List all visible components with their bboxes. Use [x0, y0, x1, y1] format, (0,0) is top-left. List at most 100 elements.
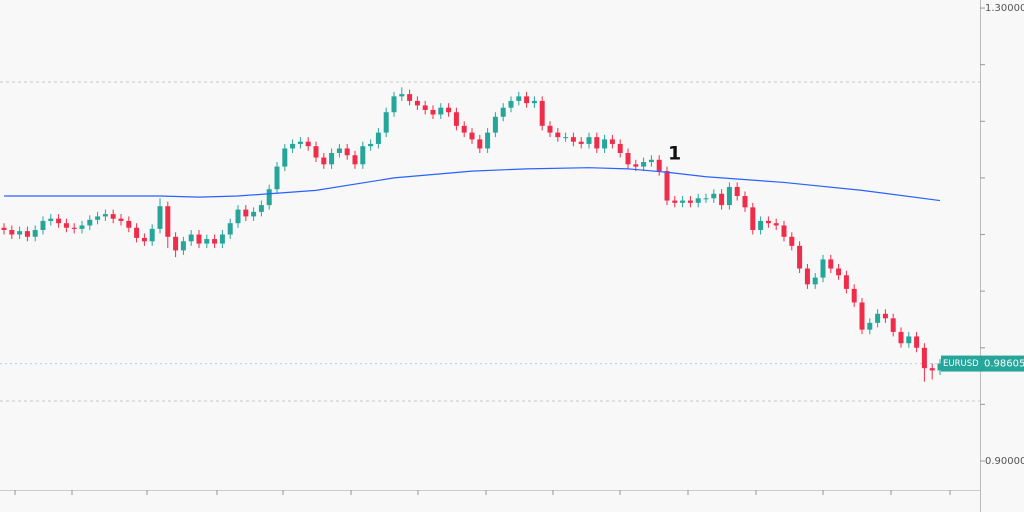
candle-body — [360, 146, 366, 165]
candle-body — [485, 132, 491, 149]
candle-body — [469, 132, 475, 140]
candle-body — [79, 225, 85, 229]
candle-body — [24, 231, 30, 237]
candle-body — [719, 193, 725, 206]
candle-body — [594, 137, 600, 149]
candle-body — [212, 239, 218, 244]
candle-body — [258, 205, 264, 212]
candle-body — [196, 234, 202, 244]
candle-body — [9, 229, 15, 235]
candle-body — [461, 125, 467, 133]
y-tick-label: 0.90000 — [985, 456, 1024, 467]
candle-body — [375, 132, 381, 144]
candle-body — [711, 193, 717, 199]
candle-body — [672, 200, 678, 203]
candle-body — [329, 152, 335, 165]
candle-body — [641, 162, 647, 167]
candle-body — [414, 100, 420, 106]
candle-body — [914, 336, 920, 348]
candle-body — [219, 234, 225, 244]
candle-body — [828, 259, 834, 269]
y-tick-label: 1.30000 — [985, 3, 1024, 14]
candle-body — [524, 96, 530, 104]
candle-body — [929, 368, 935, 371]
candle-body — [836, 268, 842, 276]
candle-body — [368, 143, 374, 147]
candle-body — [570, 137, 576, 142]
candle-body — [407, 94, 413, 101]
candle-body — [95, 216, 101, 220]
candle-body — [40, 220, 46, 230]
candle-body — [251, 211, 257, 217]
candle-body — [399, 94, 405, 97]
candle-body — [313, 146, 319, 158]
candle-body — [695, 198, 701, 203]
candle-body — [422, 105, 428, 110]
candle-body — [859, 302, 865, 330]
candle-body — [555, 132, 561, 138]
candle-body — [758, 220, 764, 230]
candle-body — [547, 125, 553, 133]
candle-body — [516, 96, 522, 101]
candle-body — [750, 207, 756, 230]
candle-body — [765, 220, 771, 224]
candle-body — [703, 198, 709, 200]
candle-body — [648, 159, 654, 163]
candle-body — [898, 331, 904, 344]
candle-body — [102, 214, 108, 217]
candle-body — [882, 313, 888, 319]
candle-body — [430, 109, 436, 115]
candle-body — [297, 141, 303, 144]
candle-body — [391, 96, 397, 113]
candle-body — [290, 143, 296, 149]
candle-body — [126, 220, 132, 228]
candle-body — [492, 116, 498, 133]
candle-body — [726, 186, 732, 206]
candle-body — [118, 218, 124, 221]
candle-body — [797, 245, 803, 269]
candle-body — [344, 148, 350, 156]
candle-body — [243, 209, 249, 217]
candle-body — [812, 277, 818, 285]
candle-body — [48, 218, 54, 221]
candle-body — [204, 239, 210, 244]
candle-body — [531, 100, 537, 104]
candle-body — [1, 227, 7, 230]
price-label: 0.98605 — [984, 359, 1024, 370]
candle-body — [63, 223, 69, 228]
candle-body — [937, 363, 943, 371]
candle-body — [781, 225, 787, 237]
candle-body — [71, 227, 77, 229]
candle-body — [173, 236, 179, 251]
candle-body — [804, 268, 810, 285]
annotation: 1 — [668, 143, 681, 165]
candle-body — [352, 155, 358, 165]
candle-body — [820, 259, 826, 278]
candle-body — [32, 229, 38, 237]
candle-body — [321, 157, 327, 165]
candle-body — [477, 139, 483, 149]
candle-body — [188, 234, 194, 242]
candle-body — [906, 336, 912, 344]
candle-body — [56, 218, 62, 224]
candle-body — [141, 237, 147, 242]
candle-body — [875, 313, 881, 323]
candle-body — [453, 112, 459, 126]
candle-body — [500, 107, 506, 117]
candle-body — [687, 200, 693, 203]
candle-body — [625, 152, 631, 165]
candle-body — [282, 148, 288, 167]
candle-body — [336, 148, 342, 153]
candle-body — [617, 143, 623, 153]
candle-body — [274, 166, 280, 190]
candle-body — [539, 100, 545, 126]
candle-body — [165, 206, 171, 237]
candle-body — [921, 347, 927, 369]
candle-body — [734, 186, 740, 197]
candle-body — [602, 139, 608, 149]
candle-body — [773, 223, 779, 226]
candle-body — [508, 100, 514, 108]
candle-body — [235, 209, 241, 224]
candle-body — [742, 196, 748, 208]
